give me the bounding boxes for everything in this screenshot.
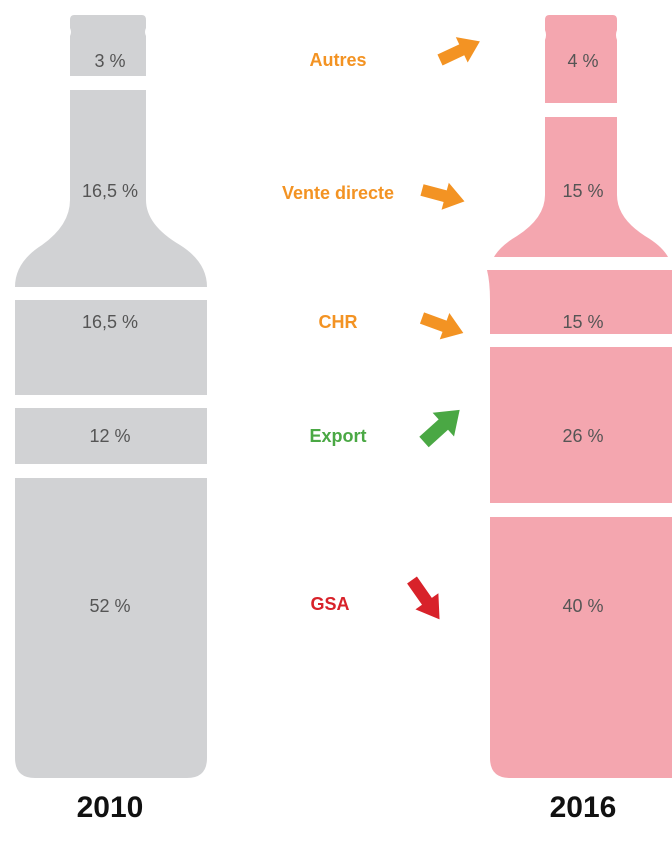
segment [15, 90, 207, 287]
channel-label: CHR [319, 312, 358, 332]
arrow [437, 37, 480, 66]
segment-label: 16,5 % [82, 181, 138, 201]
segment-label: 15 % [562, 312, 603, 332]
channel-label: GSA [310, 594, 349, 614]
segment-label: 40 % [562, 596, 603, 616]
segment-label: 26 % [562, 426, 603, 446]
segment [15, 408, 207, 464]
segment-label: 12 % [89, 426, 130, 446]
segment-label: 16,5 % [82, 312, 138, 332]
channel-label: Vente directe [282, 183, 394, 203]
segment [490, 517, 672, 778]
year-label: 2016 [550, 791, 617, 824]
segment [487, 270, 672, 334]
arrow [420, 182, 465, 210]
segment-label: 4 % [567, 51, 598, 71]
arrow [407, 576, 440, 620]
channel-label: Export [309, 426, 366, 446]
segment-label: 15 % [562, 181, 603, 201]
segment [545, 15, 617, 103]
segment [70, 15, 146, 76]
segment [15, 300, 207, 395]
segment-label: 52 % [89, 596, 130, 616]
bottle-2010 [15, 15, 207, 778]
arrows [407, 37, 480, 620]
year-label: 2010 [77, 791, 144, 824]
segment [490, 347, 672, 503]
channel-label: Autres [309, 50, 366, 70]
arrow [419, 312, 464, 340]
segment [494, 117, 668, 257]
bottle-2016 [487, 15, 672, 778]
segment-label: 3 % [94, 51, 125, 71]
arrow [419, 409, 460, 448]
segment [15, 478, 207, 778]
